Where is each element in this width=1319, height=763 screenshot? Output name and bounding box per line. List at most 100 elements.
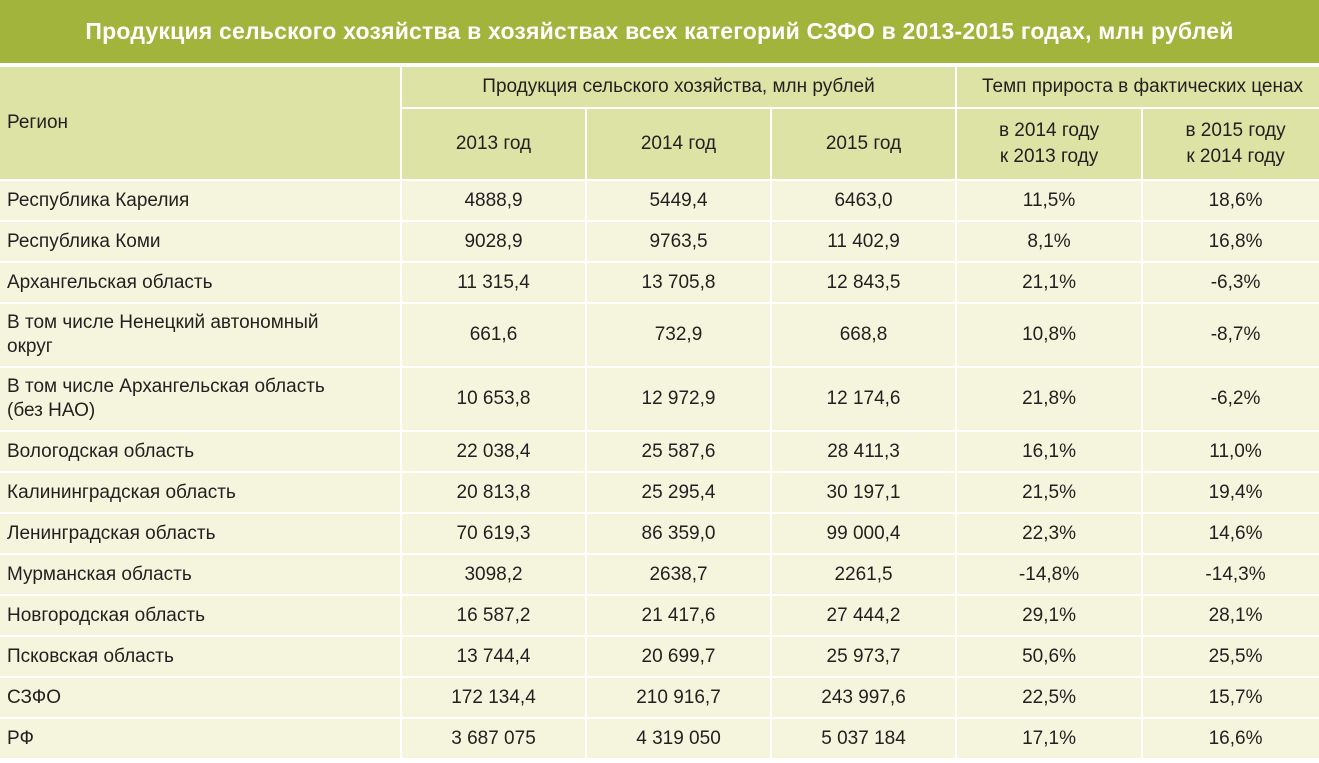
table-row: Вологодская область 22 038,4 25 587,6 28 41… (0, 431, 1319, 473)
growth-2015-header: в 2015 году к 2014 году (1142, 108, 1319, 181)
region-label-line: В том числе Архангельская область (7, 376, 325, 397)
value-2015-cell: 668,8 (771, 303, 958, 368)
region-cell: Ленинградская область (0, 513, 402, 555)
table-header: Регион Продукция сельского хозяйства, мл… (0, 67, 1319, 181)
growth-2014-cell: -14,8% (956, 554, 1144, 596)
value-2015-cell: 99 000,4 (771, 513, 958, 555)
value-2014-cell: 9763,5 (586, 221, 772, 263)
value-2013-cell: 3 687 075 (401, 718, 587, 760)
production-group-header: Продукция сельского хозяйства, млн рубле… (401, 67, 958, 109)
value-2013-cell: 661,6 (401, 303, 587, 368)
region-cell: В том числе Ненецкий автономный округ (0, 303, 402, 368)
region-cell: Новгородская область (0, 595, 402, 637)
value-2013-cell: 9028,9 (401, 221, 587, 263)
growth-2015-cell: -8,7% (1142, 303, 1319, 368)
table-row: Архангельская область 11 315,4 13 705,8 12 … (0, 262, 1319, 304)
agriculture-table: Регион Продукция сельского хозяйства, мл… (0, 67, 1319, 760)
growth-2015-cell: 28,1% (1142, 595, 1319, 637)
growth-2014-header-line1: в 2014 году (998, 120, 1100, 141)
region-cell: Архангельская область (0, 262, 402, 304)
value-2014-cell: 86 359,0 (586, 513, 772, 555)
table-body: Республика Карелия 4888,9 5449,4 6463,0 11,5… (0, 180, 1319, 760)
growth-2015-cell: 15,7% (1142, 677, 1319, 719)
growth-2014-cell: 29,1% (956, 595, 1144, 637)
region-cell: Калининградская область (0, 472, 402, 514)
value-2015-cell: 27 444,2 (771, 595, 958, 637)
value-2014-cell: 12 972,9 (586, 367, 772, 432)
region-label-line: СЗФО (7, 686, 61, 708)
growth-2014-cell: 8,1% (956, 221, 1144, 263)
growth-2014-cell: 21,5% (956, 472, 1144, 514)
table-row: СЗФО 172 134,4 210 916,7 243 997,6 22,5% 15,7… (0, 677, 1319, 719)
region-cell: Республика Карелия (0, 180, 402, 222)
region-cell: В том числе Архангельская область (без НА… (0, 367, 402, 432)
value-2014-cell: 732,9 (586, 303, 772, 368)
value-2015-cell: 2261,5 (771, 554, 958, 596)
title-gap (0, 63, 1319, 67)
value-2015-cell: 28 411,3 (771, 431, 958, 473)
value-2013-cell: 16 587,2 (401, 595, 587, 637)
region-label-line: Ленинградская область (7, 522, 216, 544)
region-label-line: (без НАО) (7, 400, 96, 421)
value-2013-cell: 10 653,8 (401, 367, 587, 432)
growth-2014-cell: 21,8% (956, 367, 1144, 432)
table-row: Республика Коми 9028,9 9763,5 11 402,9 8,1% 1… (0, 221, 1319, 263)
growth-2015-cell: 11,0% (1142, 431, 1319, 473)
value-2015-cell: 30 197,1 (771, 472, 958, 514)
year-2014-header: 2014 год (586, 108, 772, 181)
growth-2015-cell: 14,6% (1142, 513, 1319, 555)
value-2015-cell: 12 843,5 (771, 262, 958, 304)
value-2014-cell: 5449,4 (586, 180, 772, 222)
growth-2015-cell: 19,4% (1142, 472, 1319, 514)
growth-2014-cell: 10,8% (956, 303, 1144, 368)
growth-2015-cell: -6,3% (1142, 262, 1319, 304)
growth-2014-cell: 16,1% (956, 431, 1144, 473)
growth-2014-cell: 21,1% (956, 262, 1144, 304)
year-2013-header: 2013 год (401, 108, 587, 181)
year-2015-header: 2015 год (771, 108, 958, 181)
region-cell: СЗФО (0, 677, 402, 719)
region-label-line: В том числе Ненецкий автономный (7, 312, 319, 333)
value-2014-cell: 13 705,8 (586, 262, 772, 304)
growth-2015-cell: 18,6% (1142, 180, 1319, 222)
value-2014-cell: 20 699,7 (586, 636, 772, 678)
table-row: Мурманская область 3098,2 2638,7 2261,5 -14,… (0, 554, 1319, 596)
value-2013-cell: 172 134,4 (401, 677, 587, 719)
region-label-line: Мурманская область (7, 563, 192, 585)
growth-2014-header-line2: к 2013 году (999, 146, 1099, 167)
value-2015-cell: 12 174,6 (771, 367, 958, 432)
growth-2014-cell: 22,3% (956, 513, 1144, 555)
growth-2015-header-line2: к 2014 году (1186, 146, 1285, 167)
growth-2014-cell: 11,5% (956, 180, 1144, 222)
value-2015-cell: 5 037 184 (771, 718, 958, 760)
region-label-line: Вологодская область (7, 440, 195, 462)
region-cell: РФ (0, 718, 402, 760)
growth-2015-header-line1: в 2015 году (1185, 120, 1286, 141)
growth-2015-cell: -14,3% (1142, 554, 1319, 596)
region-label-line: Новгородская область (7, 604, 205, 626)
table-title: Продукция сельского хозяйства в хозяйств… (0, 0, 1319, 63)
growth-group-header: Темп прироста в фактических ценах (956, 67, 1319, 109)
growth-2015-cell: -6,2% (1142, 367, 1319, 432)
table-row: Калининградская область 20 813,8 25 295,4 3… (0, 472, 1319, 514)
region-label-line: Республика Коми (7, 230, 161, 252)
value-2013-cell: 20 813,8 (401, 472, 587, 514)
value-2014-cell: 21 417,6 (586, 595, 772, 637)
region-label-line: Республика Карелия (7, 189, 190, 211)
table-row: В том числе Ненецкий автономный округ 661,… (0, 303, 1319, 368)
growth-2014-cell: 50,6% (956, 636, 1144, 678)
growth-2014-cell: 17,1% (956, 718, 1144, 760)
region-cell: Республика Коми (0, 221, 402, 263)
value-2013-cell: 13 744,4 (401, 636, 587, 678)
region-column-header: Регион (0, 67, 402, 181)
table-row: Ленинградская область 70 619,3 86 359,0 99 … (0, 513, 1319, 555)
table-row: Псковская область 13 744,4 20 699,7 25 973,… (0, 636, 1319, 678)
value-2014-cell: 25 587,6 (586, 431, 772, 473)
value-2013-cell: 3098,2 (401, 554, 587, 596)
growth-2014-header: в 2014 году к 2013 году (956, 108, 1144, 181)
growth-2014-cell: 22,5% (956, 677, 1144, 719)
region-cell: Вологодская область (0, 431, 402, 473)
value-2013-cell: 4888,9 (401, 180, 587, 222)
growth-2015-cell: 16,6% (1142, 718, 1319, 760)
growth-2015-cell: 16,8% (1142, 221, 1319, 263)
